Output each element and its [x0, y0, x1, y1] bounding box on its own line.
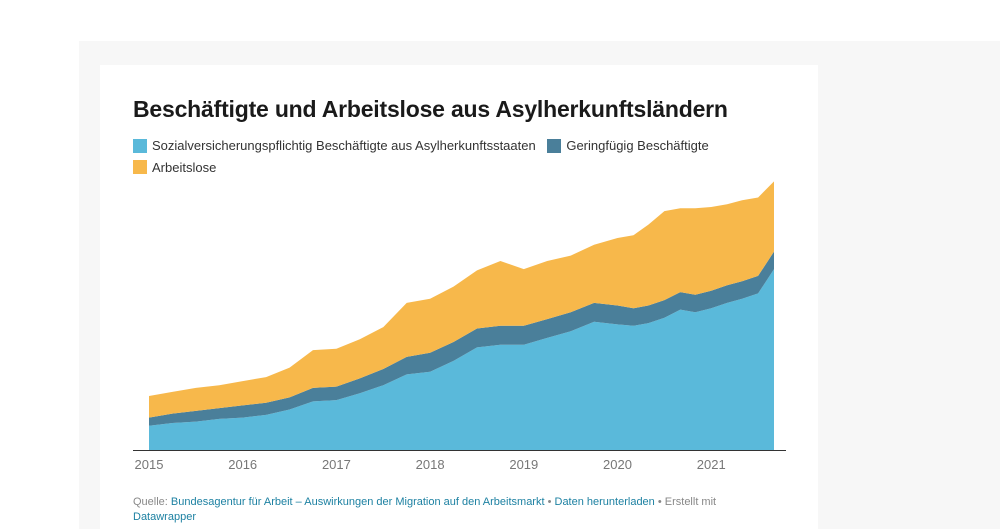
x-tick-label-2020: 2020: [603, 457, 632, 472]
x-axis-ticks: 2015 2016 2017 2018 2019 2020 2021: [135, 457, 726, 472]
legend: Sozialversicherungspflichtig Beschäftigt…: [133, 136, 773, 179]
legend-item-sv-beschaeftigte: Sozialversicherungspflichtig Beschäftigt…: [133, 136, 536, 155]
x-tick-label-2019: 2019: [509, 457, 538, 472]
legend-item-geringfuegig: Geringfügig Beschäftigte: [547, 136, 709, 155]
legend-label-sv-beschaeftigte: Sozialversicherungspflichtig Beschäftigt…: [152, 138, 536, 153]
area-geringfuegig: [149, 251, 774, 426]
legend-swatch-arbeitslose: [133, 160, 147, 174]
source-note: Quelle: Bundesagentur für Arbeit – Auswi…: [133, 495, 773, 525]
x-tick-label-2015: 2015: [135, 457, 164, 472]
chart-title: Beschäftigte und Arbeitslose aus Asylher…: [133, 96, 728, 122]
area-arbeitslose: [149, 181, 774, 418]
download-data-link[interactable]: Daten herunterladen: [554, 496, 655, 508]
x-tick-label-2018: 2018: [416, 457, 445, 472]
legend-label-arbeitslose: Arbeitslose: [152, 159, 217, 175]
legend-item-arbeitslose: Arbeitslose: [133, 158, 216, 177]
x-tick-label-2021: 2021: [697, 457, 726, 472]
area-sv-beschaeftigte: [149, 269, 774, 450]
source-suffix: • Erstellt mit: [654, 496, 717, 508]
datawrapper-link[interactable]: Datawrapper: [133, 511, 196, 523]
source-separator: •: [544, 496, 555, 508]
source-link-ba[interactable]: Bundesagentur für Arbeit – Auswirkungen …: [170, 496, 545, 508]
legend-swatch-geringfuegig: [547, 138, 562, 153]
legend-label-geringfuegig: Geringfügig Beschäftigte: [566, 138, 709, 153]
source-prefix: Quelle:: [133, 496, 171, 508]
x-tick-label-2016: 2016: [228, 457, 257, 472]
chart-areas: [149, 181, 774, 450]
legend-swatch-sv-beschaeftigte: [133, 138, 147, 153]
x-tick-label-2017: 2017: [322, 457, 351, 472]
